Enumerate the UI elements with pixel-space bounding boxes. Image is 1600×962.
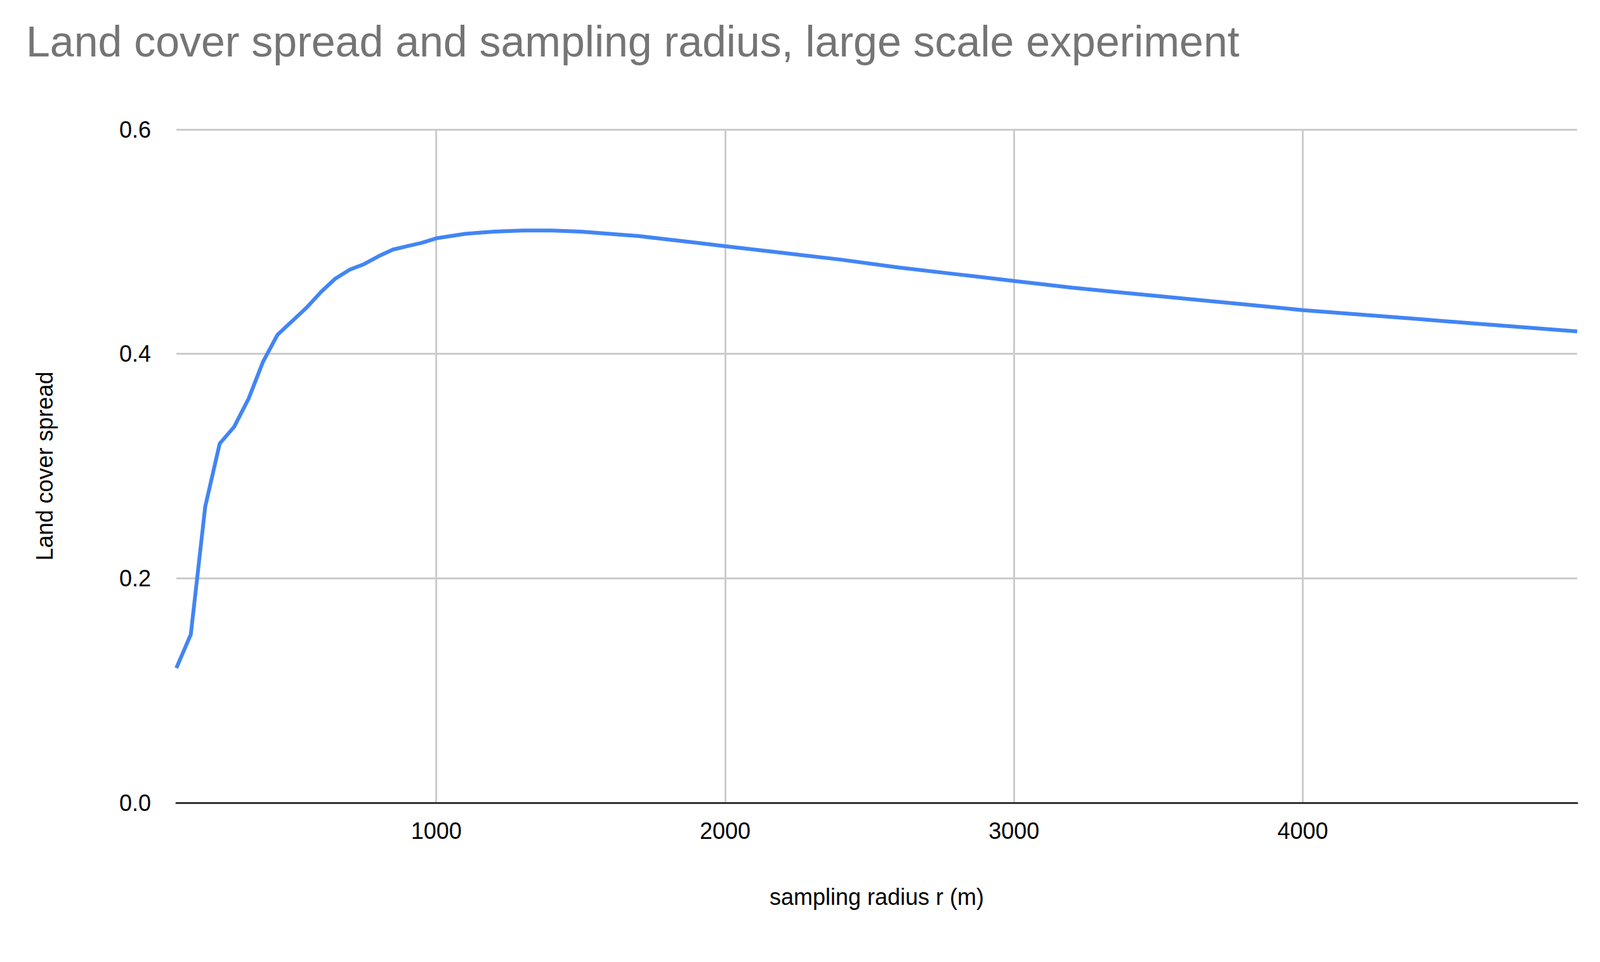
svg-text:sampling radius r (m): sampling radius r (m) (769, 883, 984, 910)
svg-text:Land cover spread: Land cover spread (31, 371, 58, 561)
svg-text:Land cover spread and sampling: Land cover spread and sampling radius, l… (26, 17, 1240, 66)
svg-text:2000: 2000 (699, 817, 751, 844)
svg-text:0.6: 0.6 (119, 116, 151, 143)
svg-text:4000: 4000 (1277, 817, 1328, 844)
svg-text:1000: 1000 (411, 817, 462, 844)
svg-text:0.4: 0.4 (119, 340, 151, 367)
svg-text:0.0: 0.0 (119, 789, 151, 816)
svg-text:3000: 3000 (988, 817, 1040, 844)
svg-text:0.2: 0.2 (119, 565, 151, 592)
